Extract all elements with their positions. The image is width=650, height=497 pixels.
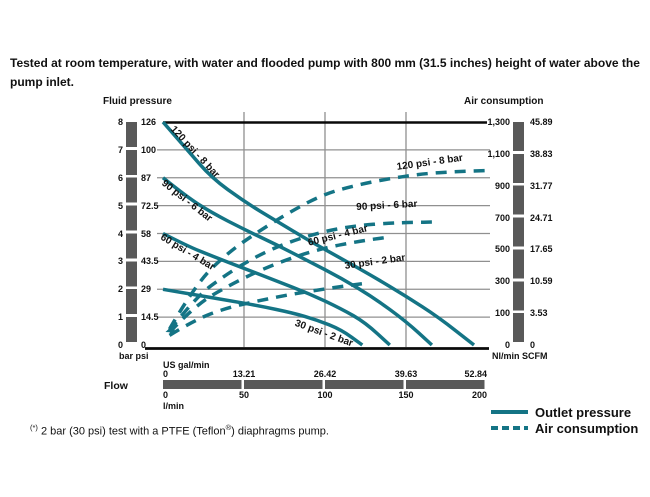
curve-solid-outlet-pressure-60-psi-4-bar: [162, 231, 391, 347]
right-axis-scfm-tick: 0: [530, 340, 536, 350]
us-gal-tick: 26.42: [313, 369, 337, 379]
right-axis-nlmin-tick: 500: [494, 244, 510, 255]
left-axis-units: bar psi: [119, 351, 149, 361]
footnote-marker: (*): [30, 423, 38, 432]
left-axis-bar-tick: 6: [117, 172, 123, 183]
left-axis-psi-tick: 72.5: [141, 200, 159, 211]
curve-dashed-air-consumption-60-psi-4-bar: [168, 235, 391, 334]
right-axis-scfm-tick: 31.77: [530, 180, 553, 191]
right-axis-nlmin-tick: 700: [494, 212, 510, 223]
lmin-tick: 200: [471, 390, 487, 400]
footnote-text-post: ) diaphragms pump.: [231, 425, 329, 438]
left-axis-bar-tick: 7: [117, 144, 123, 155]
left-axis-bar-tick: 5: [117, 200, 123, 211]
left-axis-psi-tick: 14.5: [141, 312, 159, 323]
right-axis-nl-column: [513, 122, 524, 345]
left-axis-psi-tick: 126: [141, 117, 157, 127]
right-axis-scfm-tick: 3.53: [530, 308, 548, 319]
left-axis-bar-tick: 3: [117, 256, 123, 267]
solid-line-swatch: [491, 410, 528, 414]
curve-solid-outlet-pressure-120-psi-8-bar: [161, 120, 476, 347]
air-consumption-axis-title: Air consumption: [464, 96, 544, 107]
footnote: (*) 2 bar (30 psi) test with a PTFE (Tef…: [30, 423, 329, 438]
us-gal-axis-label: US gal/min: [163, 360, 210, 370]
us-gal-tick: 0: [163, 369, 169, 379]
us-gal-tick: 13.21: [232, 369, 256, 379]
left-axis-psi-tick: 58: [141, 228, 152, 239]
curve-dashed-air-consumption-120-psi-8-bar: [167, 168, 488, 330]
flow-axis-title: Flow: [104, 380, 128, 392]
footnote-registered-mark: ®: [225, 423, 232, 432]
lmin-tick: 0: [163, 390, 169, 400]
legend-air-consumption-label: Air consumption: [535, 420, 639, 436]
right-axis-nlmin-tick: 1,100: [487, 148, 510, 159]
left-axis-psi-tick: 29: [141, 284, 152, 295]
dashed-line-swatch: [491, 426, 528, 430]
right-axis-scfm-tick: 38.83: [530, 148, 553, 159]
left-axis-bar-tick: 0: [117, 340, 123, 350]
us-gal-tick: 52.84: [464, 369, 487, 379]
left-axis-psi-tick: 100: [141, 144, 157, 155]
right-axis-scfm-tick: 10.59: [530, 276, 553, 287]
left-axis-bar-tick: 8: [117, 117, 123, 127]
flow-axis-bar: [163, 380, 487, 389]
right-axis-nlmin-tick: 100: [494, 308, 510, 319]
right-axis-nlmin-tick: 300: [494, 276, 510, 287]
left-axis-bar-tick: 1: [117, 312, 123, 323]
legend-outlet-pressure: Outlet pressure: [491, 404, 638, 420]
right-axis-nlmin-tick: 0: [504, 340, 510, 350]
right-axis-units: Nl/min SCFM: [492, 351, 548, 361]
curve-dashed-air-consumption-90-psi-6-bar: [168, 220, 434, 332]
lmin-tick: 100: [317, 390, 333, 400]
lmin-tick: 150: [398, 390, 414, 400]
us-gal-tick: 39.63: [394, 369, 418, 379]
right-axis-scfm-tick: 45.89: [530, 117, 553, 127]
left-axis-psi-tick: 87: [141, 172, 152, 183]
right-axis-nlmin-tick: 900: [494, 180, 510, 191]
curve-solid-outlet-pressure-30-psi-2-bar: [162, 287, 364, 347]
curve-solid-outlet-pressure-90-psi-6-bar: [161, 176, 434, 347]
lmin-tick: 50: [238, 390, 250, 400]
left-axis-bar-tick: 4: [117, 228, 123, 239]
legend-outlet-pressure-label: Outlet pressure: [535, 404, 632, 420]
legend: Outlet pressure Air consumption: [491, 404, 638, 436]
chart-title: Tested at room temperature, with water a…: [10, 56, 640, 89]
right-axis-scfm-tick: 17.65: [530, 244, 553, 255]
fluid-pressure-axis-title: Fluid pressure: [103, 96, 172, 107]
curve-dashed-air-consumption-30-psi-2-bar: [168, 281, 363, 337]
left-axis-psi-tick: 43.5: [141, 256, 159, 267]
left-axis-bar-column: [126, 122, 137, 345]
left-axis-psi-tick: 0: [141, 340, 147, 350]
right-axis-scfm-tick: 24.71: [530, 212, 553, 223]
footnote-text-pre: 2 bar (30 psi) test with a PTFE (Teflon: [37, 425, 226, 438]
right-axis-nlmin-tick: 1,300: [487, 117, 510, 127]
left-axis-bar-tick: 2: [117, 284, 123, 295]
legend-air-consumption: Air consumption: [491, 420, 638, 436]
lmin-axis-label: l/min: [163, 401, 185, 411]
